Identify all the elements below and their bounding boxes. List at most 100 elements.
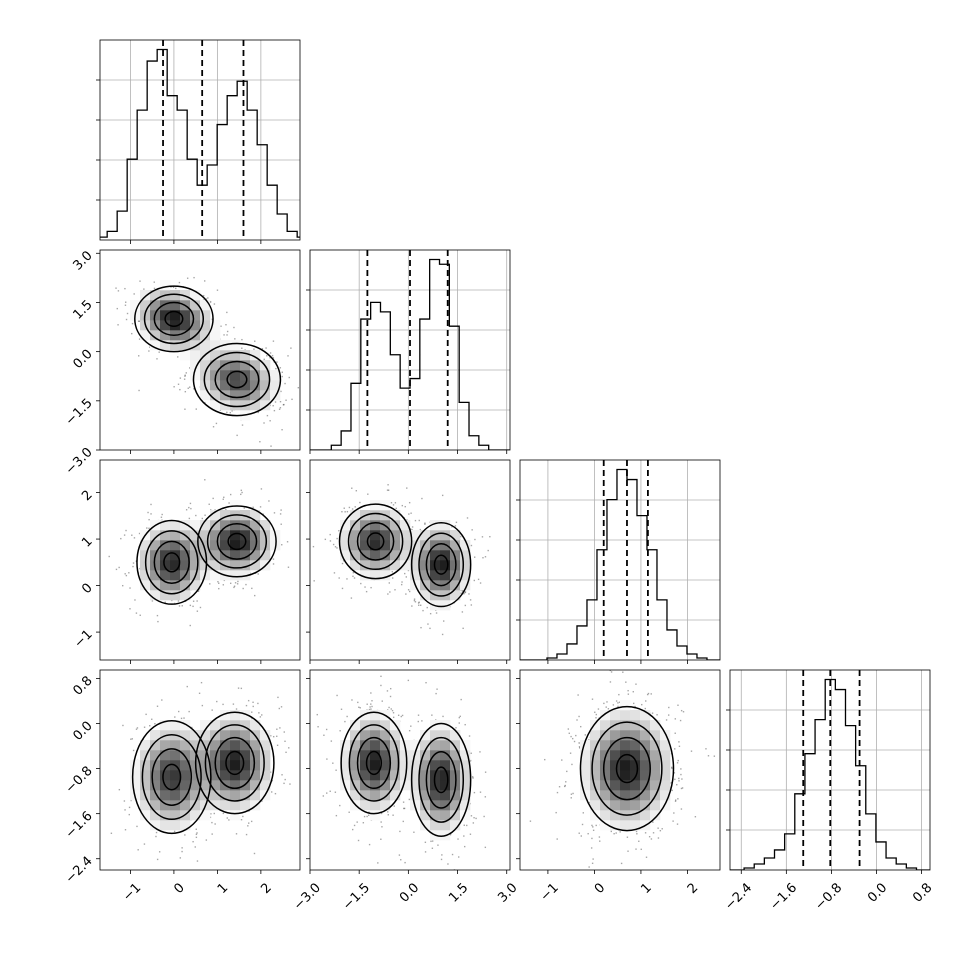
contour-2-0-1-1 [206, 514, 268, 569]
density-cells-3-2 [580, 700, 671, 831]
contour-3-1-0-3 [365, 750, 383, 776]
pair-content-2-1 [312, 484, 491, 636]
contour-3-1-1-0 [410, 722, 472, 837]
ytick-label-2-1: 0 [79, 581, 95, 597]
contour-2-0-0-1 [144, 530, 199, 595]
histogram-2 [520, 468, 720, 660]
ytick-label-1-3: 1.5 [70, 298, 95, 323]
xtick-label-1-3: 1.5 [446, 880, 471, 905]
ytick-label-2-0: −1 [71, 627, 95, 651]
hist-frame-0 [99, 39, 301, 241]
pair-panel-3-1 [306, 669, 511, 874]
pair-content-3-1 [316, 675, 487, 870]
hist-panel-2 [516, 459, 721, 664]
contour-3-1-0-0 [340, 711, 408, 815]
pair-frame-3-1 [309, 669, 511, 871]
contour-3-0-0-2 [151, 748, 193, 806]
xtick-label-3-0: −2.4 [722, 880, 755, 913]
contour-1-0-1-0 [192, 342, 282, 417]
hist-panel-3 [726, 669, 931, 874]
ytick-label-3-2: −0.8 [63, 764, 96, 797]
pair-content-3-0 [100, 681, 291, 862]
contour-1-0-1-1 [203, 351, 271, 408]
xtick-label-3-1: −1.6 [767, 880, 800, 913]
xtick-label-2-3: 2 [685, 880, 701, 896]
contour-2-1-0-3 [366, 532, 385, 551]
contour-2-1-1-3 [433, 554, 449, 575]
xtick-label-3-4: 0.8 [910, 880, 935, 905]
ytick-label-2-3: 2 [79, 488, 95, 504]
xtick-label-0-1: 0 [171, 880, 187, 896]
contour-2-0-1-3 [227, 532, 247, 551]
contour-3-0-1-3 [225, 750, 245, 776]
contour-2-1-1-2 [425, 542, 457, 587]
contour-2-1-1-1 [418, 532, 465, 597]
pair-frame-2-0 [99, 459, 301, 661]
hist-frame-2 [519, 459, 721, 661]
contour-3-0-0-0 [131, 719, 212, 835]
contour-3-0-0-3 [162, 763, 182, 791]
contours-2-1 [338, 503, 472, 608]
ytick-label-1-2: 0.0 [70, 347, 95, 372]
xtick-label-3-3: 0.0 [865, 880, 890, 905]
contour-1-0-1-2 [214, 360, 260, 399]
contour-3-1-1-2 [425, 750, 457, 809]
xtick-label-1-1: −1.5 [340, 880, 373, 913]
contours-3-2 [579, 705, 675, 832]
pair-frame-2-1 [309, 459, 511, 661]
contour-2-0-0-0 [136, 519, 208, 605]
xtick-label-2-0: −1 [538, 880, 562, 904]
pair-panel-2-0 [96, 459, 301, 664]
contours-2-0 [136, 505, 277, 605]
contours-3-1 [340, 711, 472, 837]
xtick-label-1-4: 3.0 [495, 880, 520, 905]
ytick-label-1-1: −1.5 [63, 396, 96, 429]
contours-1-0 [134, 285, 282, 417]
xtick-label-1-2: 0.0 [397, 880, 422, 905]
contour-3-0-0-1 [141, 734, 202, 821]
contour-3-2-0-3 [615, 753, 639, 784]
panels-layer [96, 39, 931, 874]
pair-content-1-0 [115, 276, 300, 447]
histogram-3 [730, 678, 930, 870]
contour-3-1-1-3 [433, 766, 449, 794]
contours-3-0 [131, 711, 275, 835]
contour-1-0-0-3 [164, 310, 184, 327]
pair-content-3-2 [529, 670, 716, 870]
contour-1-0-0-0 [134, 285, 214, 353]
pair-content-2-0 [108, 479, 290, 627]
contour-3-0-1-1 [204, 724, 265, 802]
contour-3-0-1-0 [194, 711, 275, 815]
contour-2-1-0-2 [356, 522, 395, 561]
contour-3-1-0-2 [356, 736, 392, 790]
xtick-label-2-2: 1 [638, 880, 654, 896]
contour-1-0-0-1 [143, 293, 205, 345]
xtick-label-0-2: 1 [215, 880, 231, 896]
pair-panel-2-1 [306, 459, 511, 664]
xtick-label-3-2: −0.8 [812, 880, 845, 913]
pair-frame-3-0 [99, 669, 301, 871]
ytick-label-2-2: 1 [79, 534, 95, 550]
xtick-label-0-3: 2 [258, 880, 274, 896]
hist-panel-1 [306, 249, 511, 454]
contour-3-1-1-1 [418, 736, 465, 823]
ytick-label-1-4: 3.0 [70, 248, 95, 273]
hist-frame-1 [309, 249, 511, 451]
ytick-label-3-3: 0.0 [70, 719, 95, 744]
contour-2-0-0-3 [163, 552, 181, 573]
pair-panel-3-2 [516, 669, 721, 874]
contour-3-0-1-2 [214, 736, 256, 790]
contour-1-0-1-3 [226, 370, 248, 389]
contour-3-2-0-0 [579, 705, 675, 832]
contour-3-2-0-2 [602, 736, 651, 801]
ytick-label-3-0: −2.4 [63, 854, 96, 887]
xtick-label-2-1: 0 [592, 880, 608, 896]
contour-2-0-0-2 [153, 540, 190, 585]
contour-2-1-0-0 [338, 503, 413, 580]
hist-frame-3 [729, 669, 931, 871]
xtick-label-1-0: −3.0 [291, 880, 324, 913]
pair-frame-3-2 [519, 669, 721, 871]
contour-2-0-1-2 [216, 522, 258, 560]
pair-frame-1-0 [99, 249, 301, 451]
